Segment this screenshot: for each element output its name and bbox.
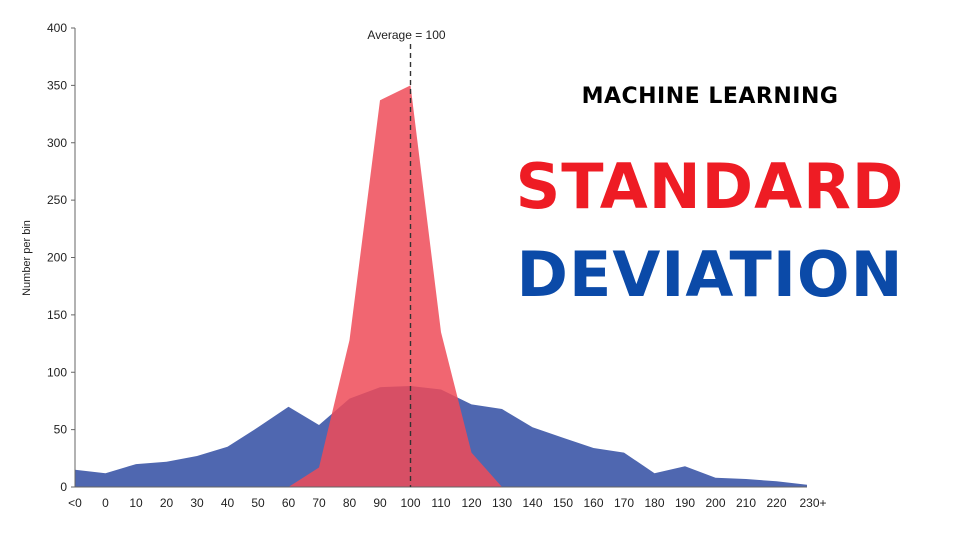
headline-title-standard: STANDARD: [515, 150, 905, 223]
x-tick-label: 210: [736, 496, 756, 510]
y-tick-label: 250: [47, 193, 67, 207]
x-tick-label: 120: [461, 496, 481, 510]
x-tick-label: 60: [282, 496, 296, 510]
x-tick-label: 130: [492, 496, 512, 510]
x-tick-label: 100: [400, 496, 420, 510]
series-area-2: [288, 85, 502, 488]
y-tick-labels: 0 50 100 150 200 250 300 350 400: [47, 21, 75, 494]
x-tick-label: 200: [705, 496, 725, 510]
x-tick-label: 30: [190, 496, 204, 510]
series-layer: [75, 85, 807, 488]
x-tick-label: 90: [373, 496, 387, 510]
x-tick-label: 190: [675, 496, 695, 510]
headline-kicker: MACHINE LEARNING: [581, 84, 839, 109]
x-tick-label: 150: [553, 496, 573, 510]
x-tick-label: 20: [160, 496, 174, 510]
x-tick-label: 80: [343, 496, 357, 510]
x-tick-label: 230+: [799, 496, 826, 510]
x-tick-label: 140: [522, 496, 542, 510]
y-tick-label: 300: [47, 136, 67, 150]
x-tick-label: 50: [251, 496, 265, 510]
average-annotation: Average = 100: [367, 28, 446, 42]
y-tick-label: 0: [60, 480, 67, 494]
y-axis-title: Number per bin: [21, 220, 33, 296]
y-tick-label: 50: [54, 423, 68, 437]
y-tick-label: 150: [47, 308, 67, 322]
headline-title-deviation: DEVIATION: [516, 238, 904, 311]
x-tick-label: 170: [614, 496, 634, 510]
y-tick-label: 350: [47, 78, 67, 92]
x-tick-label: 10: [129, 496, 143, 510]
x-tick-label: 40: [221, 496, 235, 510]
y-tick-label: 100: [47, 365, 67, 379]
x-tick-label: 180: [644, 496, 664, 510]
x-tick-labels: <0 0 10 20 30 40 50 60 70 80 90 100 110 120 130 140 150 1…: [68, 496, 826, 510]
x-tick-label: 70: [312, 496, 326, 510]
x-tick-label: 110: [431, 496, 450, 510]
x-tick-label: 220: [766, 496, 786, 510]
x-tick-label: <0: [68, 496, 82, 510]
y-tick-label: 200: [47, 251, 67, 265]
x-tick-label: 0: [102, 496, 109, 510]
x-tick-label: 160: [583, 496, 603, 510]
y-tick-label: 400: [47, 21, 67, 35]
